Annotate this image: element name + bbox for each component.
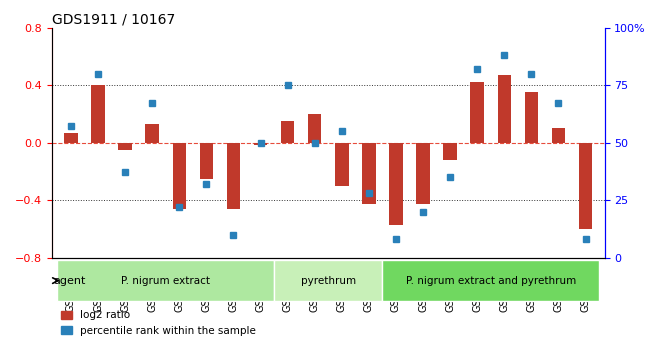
Text: P. nigrum extract: P. nigrum extract bbox=[122, 276, 210, 286]
Bar bbox=[64, 132, 78, 142]
Bar bbox=[172, 142, 186, 209]
Bar bbox=[443, 142, 457, 160]
Bar bbox=[389, 142, 403, 225]
Bar bbox=[525, 92, 538, 142]
Bar bbox=[281, 121, 294, 142]
Bar bbox=[91, 85, 105, 142]
Text: pyrethrum: pyrethrum bbox=[301, 276, 356, 286]
Text: P. nigrum extract and pyrethrum: P. nigrum extract and pyrethrum bbox=[406, 276, 576, 286]
Bar bbox=[416, 142, 430, 204]
Bar bbox=[118, 142, 132, 150]
FancyBboxPatch shape bbox=[382, 260, 599, 301]
Legend: log2 ratio, percentile rank within the sample: log2 ratio, percentile rank within the s… bbox=[57, 306, 260, 340]
FancyBboxPatch shape bbox=[57, 260, 274, 301]
Bar bbox=[146, 124, 159, 142]
Bar bbox=[578, 142, 592, 229]
Bar bbox=[471, 82, 484, 142]
Bar bbox=[254, 142, 267, 146]
Text: GDS1911 / 10167: GDS1911 / 10167 bbox=[52, 12, 176, 27]
Bar bbox=[227, 142, 240, 209]
Text: agent: agent bbox=[53, 276, 86, 286]
Bar bbox=[335, 142, 348, 186]
Bar bbox=[200, 142, 213, 178]
Bar bbox=[308, 114, 322, 142]
Bar bbox=[552, 128, 566, 142]
Bar bbox=[497, 75, 511, 142]
FancyBboxPatch shape bbox=[274, 260, 382, 301]
Bar bbox=[362, 142, 376, 204]
